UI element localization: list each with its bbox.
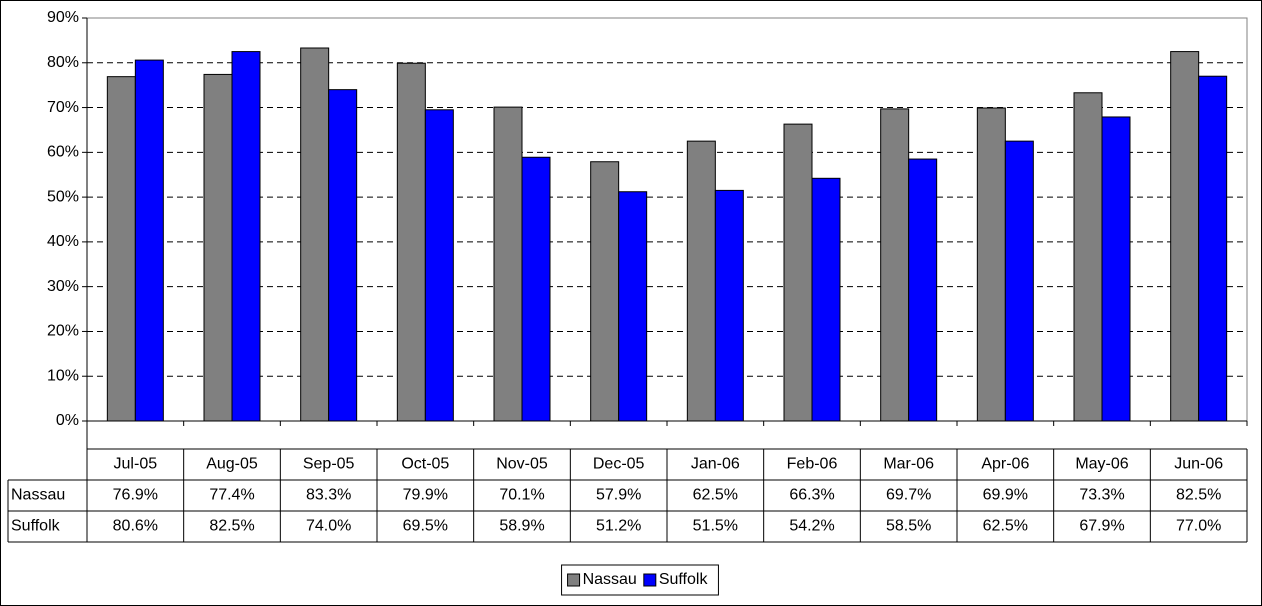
- x-tick-label: Mar-06: [883, 456, 934, 473]
- bar: [1004, 140, 1034, 422]
- y-tick-label: 50%: [47, 188, 79, 205]
- legend-swatch: [643, 573, 657, 587]
- bar: [1170, 51, 1200, 422]
- bar: [300, 47, 330, 422]
- plot-area: [86, 17, 1248, 422]
- bar: [880, 108, 910, 422]
- bar: [396, 62, 426, 422]
- x-tick-label: Sep-05: [303, 456, 355, 473]
- bar: [1073, 92, 1103, 422]
- bar: [590, 161, 620, 422]
- table-cell: 77.4%: [209, 487, 254, 504]
- x-tick-label: May-06: [1075, 456, 1128, 473]
- y-tick-label: 90%: [47, 9, 79, 26]
- y-tick-label: 60%: [47, 144, 79, 161]
- x-tick-label: Nov-05: [496, 456, 548, 473]
- bar: [231, 51, 261, 422]
- y-tick-label: 20%: [47, 323, 79, 340]
- x-tick-label: Jul-05: [114, 456, 158, 473]
- bar: [1198, 75, 1228, 422]
- bar: [618, 191, 648, 422]
- y-tick-label: 10%: [47, 367, 79, 384]
- table-cell: 82.5%: [209, 518, 254, 535]
- y-tick-label: 70%: [47, 99, 79, 116]
- x-tick-label: Feb-06: [787, 456, 838, 473]
- x-tick-label: Dec-05: [593, 456, 645, 473]
- x-tick-label: Jun-06: [1174, 456, 1223, 473]
- table-cell: 74.0%: [306, 518, 351, 535]
- table-cell: 51.5%: [693, 518, 738, 535]
- table-cell: 57.9%: [596, 487, 641, 504]
- table-cell: 80.6%: [113, 518, 158, 535]
- table-cell: 70.1%: [499, 487, 544, 504]
- table-cell: 58.5%: [886, 518, 931, 535]
- table-cell: 82.5%: [1176, 487, 1221, 504]
- y-tick-label: 30%: [47, 278, 79, 295]
- bar: [134, 59, 164, 422]
- x-tick-label: Apr-06: [981, 456, 1029, 473]
- bar: [783, 123, 813, 422]
- table-cell: 73.3%: [1079, 487, 1124, 504]
- legend-label: Suffolk: [659, 571, 709, 588]
- table-cell: 58.9%: [499, 518, 544, 535]
- table-cell: 51.2%: [596, 518, 641, 535]
- table-row-label: Suffolk: [11, 518, 61, 535]
- table-cell: 79.9%: [403, 487, 448, 504]
- bar: [1101, 116, 1131, 422]
- table-cell: 76.9%: [113, 487, 158, 504]
- x-tick-label: Aug-05: [206, 456, 258, 473]
- table-cell: 83.3%: [306, 487, 351, 504]
- legend-label: Nassau: [583, 571, 637, 588]
- table-cell: 66.3%: [789, 487, 834, 504]
- y-tick-label: 0%: [56, 412, 79, 429]
- bar: [493, 106, 523, 422]
- bar: [521, 156, 551, 422]
- table-cell: 77.0%: [1176, 518, 1221, 535]
- bar: [714, 189, 744, 422]
- table-cell: 69.7%: [886, 487, 931, 504]
- table-row-label: Nassau: [11, 487, 65, 504]
- bar: [908, 158, 938, 422]
- bar: [106, 76, 136, 422]
- bar: [976, 107, 1006, 422]
- bar: [203, 73, 233, 422]
- bar: [686, 140, 716, 422]
- table-cell: 69.9%: [983, 487, 1028, 504]
- table-cell: 54.2%: [789, 518, 834, 535]
- table-cell: 67.9%: [1079, 518, 1124, 535]
- legend: [561, 564, 719, 596]
- y-tick-label: 80%: [47, 54, 79, 71]
- bar: [811, 177, 841, 422]
- y-tick-label: 40%: [47, 233, 79, 250]
- x-tick-label: Jan-06: [691, 456, 740, 473]
- bar: [424, 109, 454, 422]
- x-tick-label: Oct-05: [401, 456, 449, 473]
- table-cell: 62.5%: [693, 487, 738, 504]
- legend-swatch: [567, 573, 581, 587]
- table-cell: 69.5%: [403, 518, 448, 535]
- table-cell: 62.5%: [983, 518, 1028, 535]
- bar: [328, 89, 358, 422]
